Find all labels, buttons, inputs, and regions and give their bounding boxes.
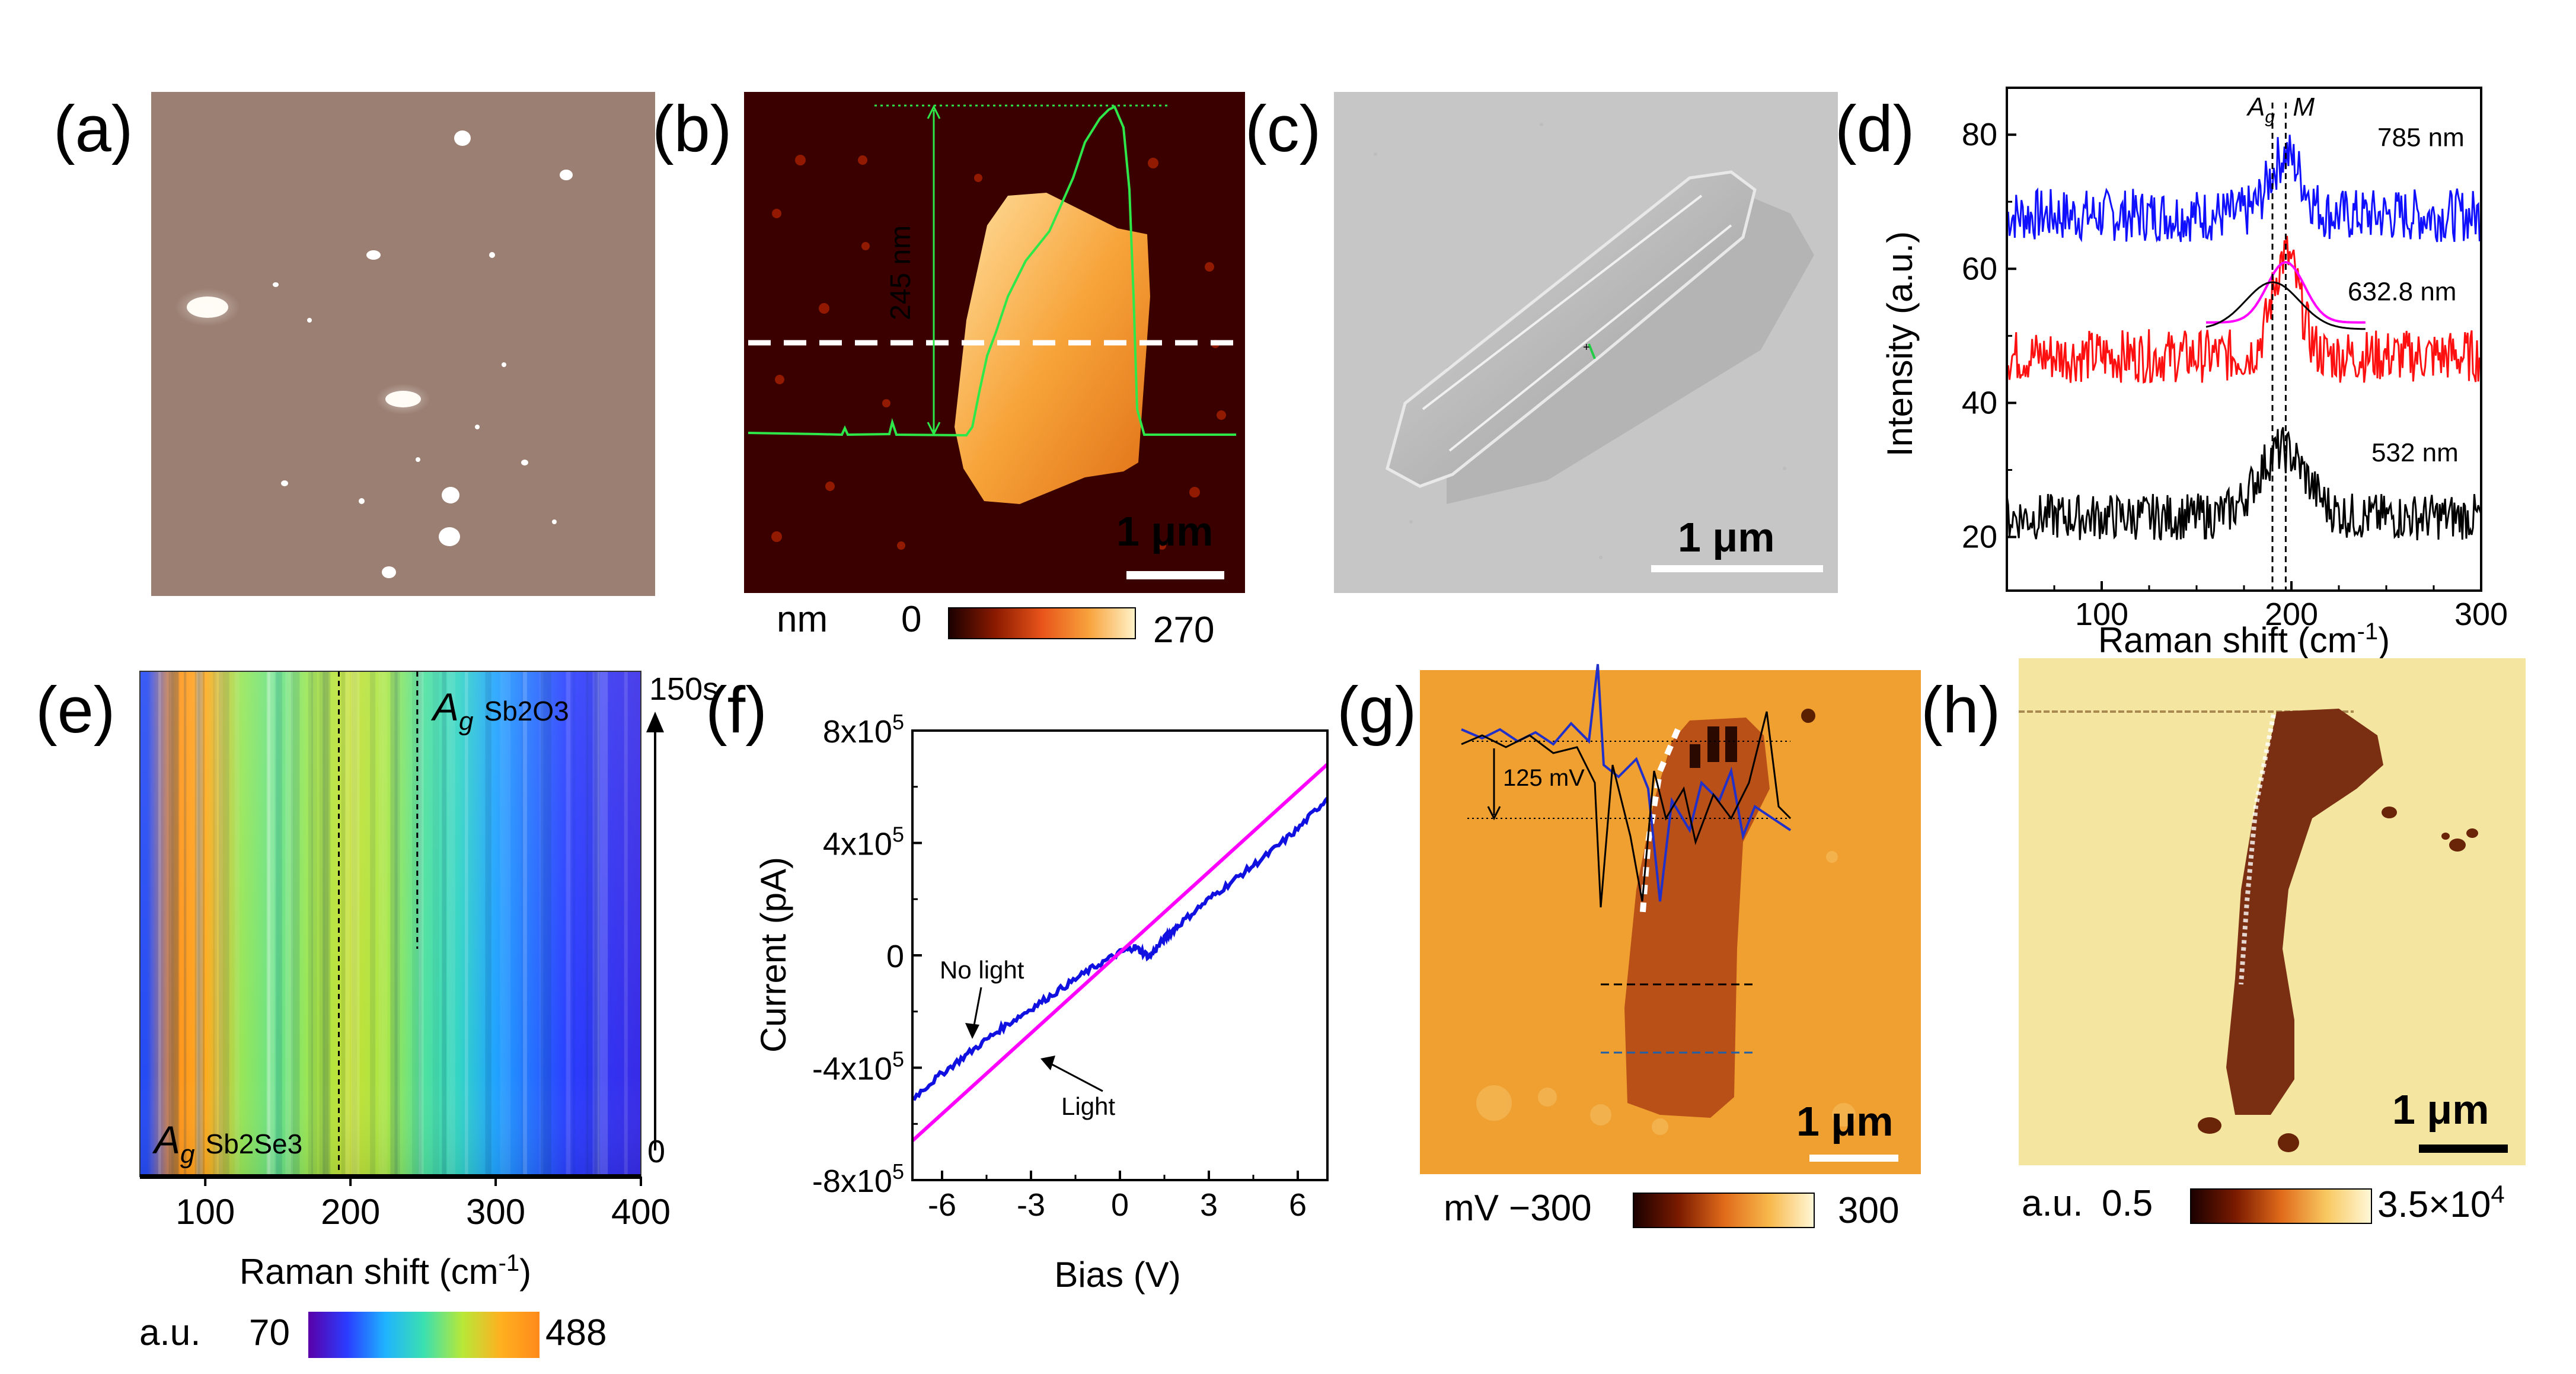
amplitude-flake <box>2226 709 2383 1115</box>
colorbar-g-unit: mV <box>1444 1188 1499 1229</box>
height-profile <box>748 105 1236 437</box>
colorbar-h-max: 3.5×104 <box>2377 1180 2505 1225</box>
colorbar-h-min: 0.5 <box>2102 1183 2153 1224</box>
amplitude-image: 1 μm <box>2019 658 2526 1165</box>
optical-image <box>151 92 655 596</box>
d-xtick-label: 100 <box>2075 597 2128 632</box>
d-xlabel: Raman shift (cm-1) <box>2098 619 2390 660</box>
sem-flake-shadow <box>1447 184 1814 504</box>
d-series-line-2 <box>2007 427 2481 541</box>
panel-label-h: (h) <box>1921 674 2000 747</box>
raman-heatmap-chart: 100 200 300 400 Ag Sb2O3 Ag Sb2Se3 150s 0 Ram… <box>139 671 719 1292</box>
scale-bar-g <box>1809 1155 1898 1162</box>
potential-profile-black <box>1461 711 1792 908</box>
d-series-line-1 <box>2007 235 2481 384</box>
colorbar-b-unit: nm <box>777 599 828 640</box>
potential-annotation: 125 mV <box>1503 765 1585 791</box>
colorbar-g: mV −300 300 <box>1444 1188 1899 1231</box>
colorbar-b: nm 0 270 <box>777 599 1214 651</box>
panel-label-c: (c) <box>1245 93 1321 165</box>
colorbar-h: a.u. 0.5 3.5×104 <box>2022 1180 2505 1225</box>
colorbar-g-min: −300 <box>1509 1188 1592 1229</box>
f-xtick-label: -6 <box>928 1187 956 1223</box>
d-ytick-label: 40 <box>1962 385 1997 420</box>
e-xtick-label: 100 <box>175 1192 235 1232</box>
d-ytick-label: 20 <box>1962 519 1997 555</box>
panel-label-b: (b) <box>652 93 732 165</box>
e-time-label: 150s <box>649 671 719 707</box>
kpfm-image: 125 mV 1 μm <box>1420 664 1921 1174</box>
d-peak-label-ag: Ag <box>2246 93 2275 127</box>
d-ylabel: Intensity (a.u.) <box>1880 231 1920 457</box>
colorbar-b-min: 0 <box>901 599 921 640</box>
f-annotation-no-light: No light <box>940 956 1024 984</box>
f-annotation-light: Light <box>1061 1092 1115 1120</box>
colorbar-e-max: 488 <box>545 1312 607 1353</box>
d-series-line-0 <box>2007 135 2481 243</box>
d-series-label-2: 532 nm <box>2371 438 2459 467</box>
d-ytick-label: 80 <box>1962 117 1997 152</box>
f-ylabel: Current (pA) <box>754 857 793 1053</box>
scale-bar-label-h: 1 μm <box>2392 1086 2489 1133</box>
f-ytick-label: -4x105 <box>812 1047 904 1087</box>
f-xtick-label: 3 <box>1200 1187 1218 1223</box>
f-xtick-label: 6 <box>1289 1187 1307 1223</box>
colorbar-b-max: 270 <box>1153 610 1214 651</box>
e-xlabel: Raman shift (cm-1) <box>240 1250 531 1292</box>
f-xtick-label: 0 <box>1111 1187 1129 1223</box>
f-ytick-label: 4x105 <box>823 823 904 862</box>
flake <box>955 193 1150 504</box>
d-ytick-label: 60 <box>1962 251 1997 286</box>
scale-bar-label-c: 1 μm <box>1678 514 1774 560</box>
panel-label-g: (g) <box>1337 674 1416 747</box>
d-xtick-label: 300 <box>2454 597 2508 632</box>
panel-label-d: (d) <box>1835 93 1914 165</box>
e-peak-ag-sb2se3: Ag Sb2Se3 <box>152 1118 302 1169</box>
f-frame <box>911 729 1329 1181</box>
d-series-label-1: 632.8 nm <box>2348 278 2456 307</box>
d-series-label-0: 785 nm <box>2377 123 2465 152</box>
svg-text:+: + <box>1583 341 1590 354</box>
sem-flake <box>1386 170 1757 488</box>
f-xlabel: Bias (V) <box>1054 1255 1180 1295</box>
scale-bar-h <box>2419 1145 2508 1153</box>
panel-label-a: (a) <box>53 93 133 165</box>
e-xtick-label: 300 <box>466 1192 525 1232</box>
d-fit-curve <box>2206 260 2366 324</box>
height-annotation: 245 nm <box>885 225 917 320</box>
colorbar-h-unit: a.u. <box>2022 1183 2083 1224</box>
scale-bar-b <box>1126 571 1224 579</box>
scale-bar-c <box>1651 565 1823 572</box>
e-xtick-label: 400 <box>611 1192 671 1232</box>
kpfm-flake <box>1624 718 1770 1118</box>
f-series-line-0 <box>912 796 1327 1101</box>
f-ytick-label: 8x105 <box>823 710 904 750</box>
f-xtick-label: -3 <box>1017 1187 1045 1223</box>
scale-bar-label-g: 1 μm <box>1796 1098 1893 1145</box>
afm-topography-image: 245 nm 1 μm <box>744 92 1245 593</box>
raman-spectra-chart: Ag M 785 nm 632.8 nm 532 nm 100 200 300 20 40 60 8… <box>1880 87 2508 660</box>
colorbar-e-min: 70 <box>249 1312 290 1353</box>
scale-bar-label-b: 1 μm <box>1116 508 1213 554</box>
d-peak-label-m: M <box>2293 93 2315 122</box>
e-peak-ag-sb2o3: Ag Sb2O3 <box>430 685 569 736</box>
crystal-spots <box>175 130 573 578</box>
d-xtick-label: 200 <box>2265 597 2318 632</box>
colorbar-e: a.u. 70 488 <box>139 1312 607 1358</box>
colorbar-g-max: 300 <box>1838 1190 1899 1231</box>
e-xtick-label: 200 <box>321 1192 380 1232</box>
panel-label-e: (e) <box>36 674 115 747</box>
colorbar-e-unit: a.u. <box>139 1312 200 1353</box>
f-ytick-label: 0 <box>886 939 904 974</box>
f-series-line-1 <box>912 763 1327 1142</box>
e-time-zero: 0 <box>647 1134 665 1169</box>
panel-label-f: (f) <box>706 674 767 747</box>
sem-image: + 1 μm <box>1334 92 1838 593</box>
f-ytick-label: -8x105 <box>812 1159 904 1199</box>
